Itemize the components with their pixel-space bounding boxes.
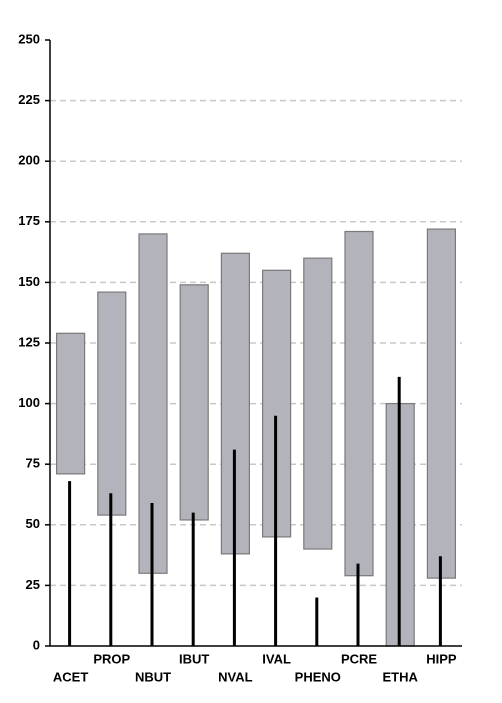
range-bar xyxy=(344,230,374,577)
y-tick-label: 225 xyxy=(18,92,40,107)
y-tick-label: 25 xyxy=(26,577,40,592)
x-tick-label: HIPP xyxy=(426,651,457,666)
y-tick-label: 250 xyxy=(18,31,40,46)
x-tick-label: PROP xyxy=(93,651,130,666)
range-bar xyxy=(179,284,209,521)
x-tick-label: ETHA xyxy=(383,669,419,684)
x-tick-label: NVAL xyxy=(218,669,252,684)
y-tick-label: 100 xyxy=(18,395,40,410)
x-tick-label: IBUT xyxy=(179,651,209,666)
range-bar xyxy=(97,291,127,516)
y-tick-label: 50 xyxy=(26,516,40,531)
range-bar xyxy=(426,228,456,579)
y-tick-label: 0 xyxy=(33,637,40,652)
x-tick-label: PHENO xyxy=(295,669,341,684)
x-tick-label: NBUT xyxy=(135,669,171,684)
x-tick-label: IVAL xyxy=(262,651,291,666)
range-bar xyxy=(55,332,86,475)
y-tick-label: 125 xyxy=(18,334,40,349)
range-bar xyxy=(303,257,333,550)
y-tick-label: 200 xyxy=(18,153,40,168)
y-tick-label: 75 xyxy=(26,456,40,471)
x-tick-label: ACET xyxy=(53,669,88,684)
y-tick-label: 175 xyxy=(18,213,40,228)
x-tick-label: PCRE xyxy=(341,651,377,666)
y-tick-label: 150 xyxy=(18,274,40,289)
